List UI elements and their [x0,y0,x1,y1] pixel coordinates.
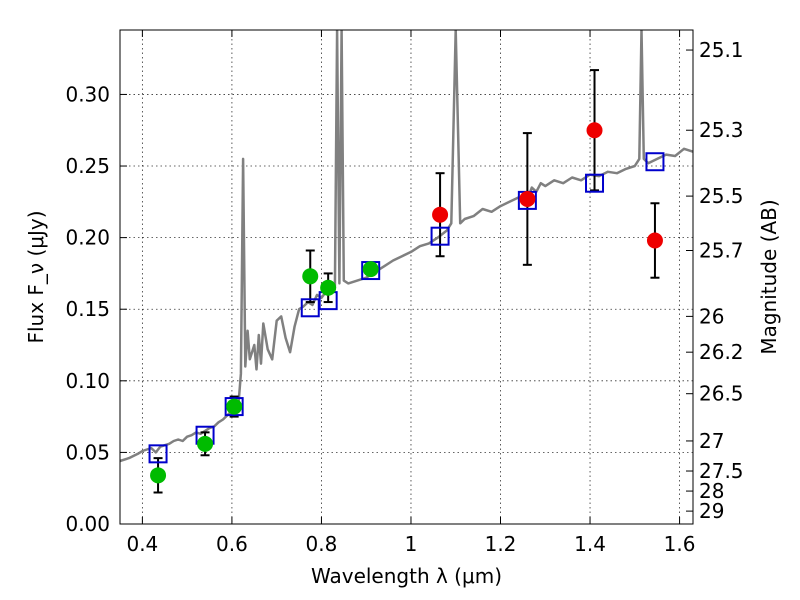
error-bars [153,69,660,494]
y-tick-label: 0.00 [65,512,110,536]
observed-point [519,190,536,207]
x-axis-title: Wavelength λ (μm) [311,564,502,588]
right-tick-label: 29 [699,499,724,523]
right-tick-label: 25.3 [699,118,744,142]
model-photometry-point [645,152,665,172]
x-tick-label: 0.6 [216,532,248,556]
observed-point [226,398,243,415]
right-axis-title: Magnitude (AB) [757,199,781,354]
y-tick-label: 0.20 [65,226,110,250]
y-tick-label: 0.15 [65,297,110,321]
right-tick-label: 26.2 [699,340,744,364]
model-photometry-point [224,397,244,417]
x-tick-label: 0.4 [126,532,158,556]
x-tick-label: 1 [405,532,418,556]
plot-frame [119,29,694,525]
observed-point [586,122,603,139]
right-tick-label: 27 [699,429,724,453]
y-tick-label: 0.30 [65,82,110,106]
x-tick-label: 1.6 [664,532,696,556]
y-tick-label: 0.10 [65,369,110,393]
observed-markers [150,122,663,484]
observed-point [302,268,319,285]
observed-point [646,232,663,249]
y-axis-title: Flux F_ν (μJy) [24,210,48,343]
right-tick-label: 26.5 [699,382,744,406]
model-photometry-point [430,226,450,246]
right-tick-label: 25.7 [699,239,744,263]
x-tick-label: 1.4 [574,532,606,556]
ticks: 0.4 0.6 0.8 1 1.2 1.4 1.6 0.00 0.05 0.10 0.15 0.20 0… [65,30,744,556]
observed-point [150,467,167,484]
x-tick-label: 0.8 [306,532,338,556]
right-tick-label: 27.5 [699,459,744,483]
right-tick-label: 26 [699,304,724,328]
observed-point [320,279,337,296]
observed-point [197,435,214,452]
observed-point [432,206,449,223]
model-photometry-markers [148,152,665,464]
grid [120,30,693,525]
right-tick-label: 25.1 [699,38,744,62]
model-photometry-point [585,173,605,193]
y-tick-label: 0.05 [65,440,110,464]
observed-point [362,261,379,278]
right-tick-label: 25.5 [699,184,744,208]
model-photometry-point [148,444,168,464]
x-tick-label: 1.2 [485,532,517,556]
right-tick-label: 28 [699,479,724,503]
y-tick-label: 0.25 [65,154,110,178]
